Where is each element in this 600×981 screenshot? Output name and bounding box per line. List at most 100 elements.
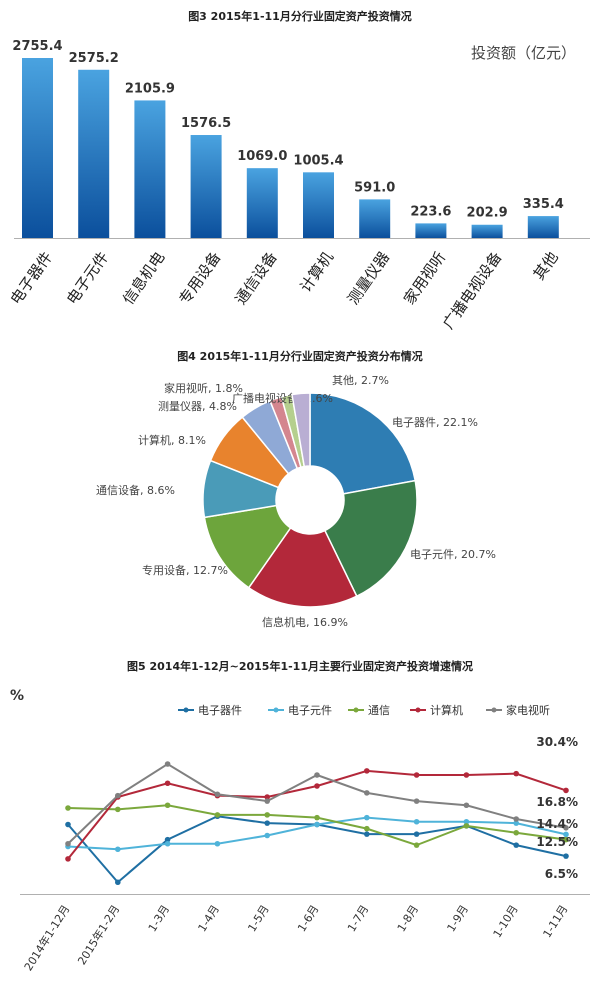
line-point	[463, 818, 470, 825]
pie-slice-label: 通信设备, 8.6%	[96, 483, 175, 497]
line-point	[463, 802, 470, 809]
line-end-label: 6.5%	[545, 867, 578, 881]
line-x-tick-label: 1-4月	[196, 903, 222, 934]
line-point	[314, 814, 320, 821]
bar	[527, 216, 559, 238]
line-point	[413, 798, 420, 804]
bar-unit-label: 投资额（亿元）	[471, 44, 576, 62]
bar	[134, 100, 166, 238]
line-point	[164, 836, 171, 843]
bar-category-label: 电子元件	[63, 248, 112, 307]
bar-category-label: 电子器件	[7, 248, 56, 307]
line-chart-title: 图5 2014年1-12月~2015年1-11月主要行业固定资产投资增速情况	[127, 660, 473, 673]
line-x-tick-label: 2014年1-12月	[21, 902, 73, 973]
legend-swatch-dot	[273, 707, 279, 713]
line-point	[115, 879, 121, 886]
pie-chart-title: 图4 2015年1-11月分行业固定资产投资分布情况	[177, 350, 423, 363]
bar	[78, 69, 110, 239]
line-point	[364, 790, 370, 796]
line-end-label: 14.4%	[536, 817, 578, 831]
line-point	[563, 836, 569, 843]
line-point	[463, 823, 470, 829]
line-point	[164, 802, 171, 809]
line-point	[364, 831, 370, 837]
bar-category-label: 通信设备	[232, 248, 281, 307]
bar-value-label: 1005.4	[293, 153, 343, 168]
line-point	[164, 780, 171, 787]
line-point	[513, 820, 519, 826]
line-point	[115, 846, 121, 853]
pie-slice-label: 专用设备, 12.7%	[142, 563, 228, 577]
bar-chart-plot: 投资额（亿元） 2755.4 电子器件 2575.2 电子元件 2105.9 信息机电 157…	[7, 39, 590, 332]
line-x-tick-label: 1-8月	[395, 903, 421, 934]
line-point	[65, 821, 71, 828]
line-chart-plot: % 电子器件 电子元件 通信 计算机 家电视听 6.5% 14.4% 12.5% 30.4% 16.…	[10, 688, 590, 973]
line-point	[314, 772, 320, 778]
line-point	[413, 842, 420, 848]
line-point	[115, 792, 121, 799]
bar-value-label: 1576.5	[181, 116, 231, 131]
bar-value-label: 202.9	[467, 206, 508, 221]
line-x-tick-label: 1-6月	[295, 903, 321, 934]
legend-label: 家电视听	[506, 703, 550, 717]
line-point	[264, 798, 271, 804]
line-point	[264, 820, 271, 826]
bar-category-label: 计算机	[296, 248, 337, 295]
pie-slice	[309, 392, 417, 495]
bar-value-label: 1069.0	[237, 149, 287, 164]
bar	[359, 199, 391, 238]
line-point	[115, 806, 121, 813]
line-chart: 图5 2014年1-12月~2015年1-11月主要行业固定资产投资增速情况 %…	[0, 650, 600, 981]
line-point	[264, 832, 271, 839]
line-point	[563, 825, 569, 831]
line-point	[513, 842, 519, 848]
pie-slice-label: 信息机电, 16.9%	[262, 615, 348, 629]
line-point	[563, 831, 569, 838]
bar-value-label: 2105.9	[125, 81, 175, 96]
pie-chart: 图4 2015年1-11月分行业固定资产投资分布情况 电子器件, 22.1% 电子…	[0, 340, 600, 650]
line-point	[214, 840, 221, 847]
line-end-label: 12.5%	[536, 835, 578, 849]
bar-category-label: 信息机电	[119, 248, 168, 307]
bar-value-label: 2575.2	[69, 51, 119, 66]
legend-swatch-dot	[183, 707, 189, 713]
legend-label: 计算机	[430, 703, 463, 717]
line-point	[164, 761, 171, 767]
line-point	[513, 816, 519, 822]
line-point	[214, 791, 221, 798]
pie-slice	[323, 479, 418, 598]
legend-label: 通信	[368, 704, 390, 717]
bar-value-label: 223.6	[410, 204, 451, 219]
bar-category-label: 广播电视设备	[439, 248, 505, 332]
line-x-tick-label: 1-3月	[146, 903, 172, 934]
pie-slice-label: 广播电视设备, 1.6%	[232, 391, 333, 405]
line-point	[413, 818, 420, 825]
pie-slice-label: 电子元件, 20.7%	[410, 548, 496, 561]
line-point	[65, 840, 71, 847]
line-point	[364, 825, 370, 832]
line-point	[364, 814, 370, 821]
line-point	[413, 772, 420, 778]
line-point	[264, 794, 271, 800]
bar-value-label: 335.4	[523, 197, 564, 212]
line-point	[513, 770, 519, 777]
bar-category-label: 家用视听	[400, 248, 449, 307]
line-point	[264, 812, 271, 818]
line-point	[314, 783, 320, 789]
line-point	[65, 856, 71, 862]
bar-value-label: 2755.4	[12, 39, 62, 54]
legend-label: 电子器件	[198, 704, 242, 717]
line-x-tick-label: 1-9月	[445, 903, 471, 934]
bar-category-label: 专用设备	[175, 248, 224, 307]
line-y-unit: %	[10, 688, 24, 704]
line-point	[214, 812, 221, 818]
bar-chart: 图3 2015年1-11月分行业固定资产投资情况 投资额（亿元） 2755.4 电子…	[0, 0, 600, 340]
bar	[471, 224, 503, 238]
line-x-tick-label: 1-11月	[540, 903, 570, 940]
pie-slice-label: 其他, 2.7%	[332, 374, 389, 387]
line-point	[463, 772, 470, 778]
line-x-tick-label: 1-7月	[345, 903, 371, 934]
bar	[190, 135, 222, 238]
legend-label: 电子元件	[288, 704, 332, 717]
pie-slice-label: 电子器件, 22.1%	[392, 416, 478, 429]
